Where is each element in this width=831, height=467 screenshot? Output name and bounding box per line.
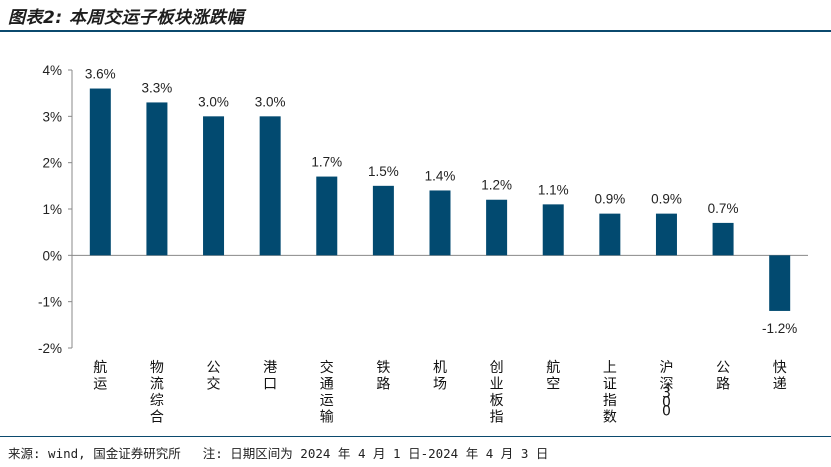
category-label: 铁路 — [376, 360, 390, 393]
data-label: 1.1% — [538, 182, 569, 197]
data-label: 3.3% — [142, 80, 173, 95]
data-label: 1.7% — [311, 155, 342, 170]
data-label: 3.0% — [255, 94, 286, 109]
y-tick-label: -2% — [38, 341, 62, 356]
bar — [486, 199, 508, 256]
footer-divider — [0, 436, 831, 437]
bar — [599, 213, 621, 256]
bar — [372, 185, 394, 256]
bar — [655, 213, 677, 256]
category-label: 港口 — [263, 360, 277, 393]
data-label: 0.9% — [651, 192, 682, 207]
category-label: 创业板指 — [490, 360, 504, 426]
y-tick-label: 0% — [42, 248, 62, 263]
y-tick-label: -1% — [38, 295, 62, 310]
bar — [316, 176, 338, 256]
data-label: 1.4% — [425, 168, 456, 183]
title-divider — [0, 30, 831, 32]
category-label: 机场 — [433, 360, 447, 393]
category-label: 上证指数 — [603, 360, 617, 426]
y-tick-label: 2% — [42, 156, 62, 171]
bar-chart: 4% 3% 2% 1% 0% -1% -2% 3.6% 航运 3.3% 物流综合 3.0% 公交 3.0%… — [38, 63, 808, 426]
data-label: 1.2% — [481, 178, 512, 193]
data-label: 3.0% — [198, 94, 229, 109]
category-label: 物流综合 — [150, 360, 164, 426]
category-label: 公交 — [207, 360, 221, 393]
bar — [712, 222, 734, 256]
bar — [146, 102, 168, 256]
category-label: 交通运输 — [320, 359, 334, 426]
bar — [203, 116, 225, 256]
data-label: 1.5% — [368, 164, 399, 179]
data-label: 0.9% — [594, 192, 625, 207]
footer: 来源: wind, 国金证券研究所 注: 日期区间为 2024 年 4 月 1 日… — [8, 443, 548, 462]
y-tick-label: 4% — [42, 63, 62, 78]
y-tick-label: 3% — [42, 109, 62, 124]
bar — [89, 88, 111, 256]
bar — [769, 255, 791, 311]
category-label: 航空 — [546, 360, 560, 393]
bar — [259, 116, 281, 256]
date-range-note: 注: 日期区间为 2024 年 4 月 1 日-2024 年 4 月 3 日 — [202, 446, 549, 461]
page-title: 图表2: 本周交运子板块涨跌幅 — [8, 8, 245, 28]
category-label: 沪深 3 0 0 — [659, 360, 673, 420]
y-tick-label: 1% — [42, 202, 62, 217]
data-label: 0.7% — [708, 201, 739, 216]
bar — [542, 204, 564, 256]
data-label: 3.6% — [85, 67, 116, 82]
category-label: 航运 — [93, 360, 107, 393]
data-label: -1.2% — [762, 321, 797, 336]
source-note: 来源: wind, 国金证券研究所 — [8, 446, 181, 461]
category-label: 公路 — [716, 360, 730, 393]
category-label: 快递 — [773, 360, 787, 393]
bar — [429, 190, 451, 256]
